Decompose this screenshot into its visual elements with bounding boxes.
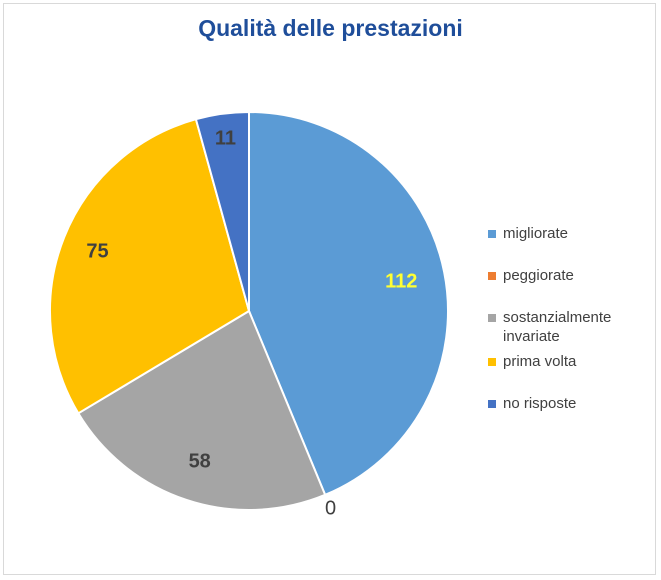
slice-sostanzialmente-invariate <box>77 310 327 511</box>
legend-label: peggiorate <box>503 267 574 284</box>
legend-label: migliorate <box>503 225 569 242</box>
data-label-migliorate: 112 <box>385 271 417 293</box>
legend-item-no-risposte: no risposte <box>488 394 648 413</box>
data-labels: 112 0 58 75 11 <box>86 128 417 520</box>
legend-swatch <box>488 358 496 366</box>
chart-title: Qualità delle prestazioni <box>198 15 463 41</box>
slice-no-risposte <box>194 111 250 312</box>
data-label-no-risposte: 11 <box>215 128 236 150</box>
data-label-prima-volta: 75 <box>86 240 108 262</box>
legend-item-migliorate: migliorate <box>488 224 648 243</box>
legend-swatch <box>488 314 496 322</box>
legend-item-sostanzialmente-invariate: sostanzialmente invariate <box>488 308 648 346</box>
legend-swatch <box>488 400 496 408</box>
legend-item-prima-volta: prima volta <box>488 352 648 371</box>
legend-swatch <box>488 272 496 280</box>
legend-swatch <box>488 230 496 238</box>
legend-label: sostanzialmente invariate <box>503 309 612 345</box>
legend-item-peggiorate: peggiorate <box>488 266 648 285</box>
data-label-sostanzialmente-invariate: 58 <box>189 450 211 472</box>
slice-prima-volta <box>49 118 250 415</box>
slice-migliorate <box>248 111 449 496</box>
data-label-peggiorate: 0 <box>325 498 336 520</box>
legend-label: no risposte <box>503 395 577 412</box>
pie-slices <box>49 111 449 511</box>
legend-label: prima volta <box>503 353 577 370</box>
